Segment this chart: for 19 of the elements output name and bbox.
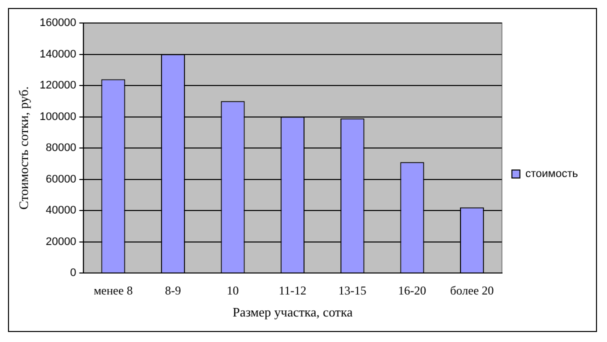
x-tick-label: менее 8 — [94, 283, 133, 298]
x-tick-label: более 20 — [450, 283, 494, 298]
y-axis-title: Стоимость сотки, руб. — [16, 86, 32, 210]
y-tick-label: 100000 — [40, 110, 76, 123]
x-axis-title: Размер участка, сотка — [232, 304, 353, 320]
legend-label: стоимость — [525, 168, 578, 180]
y-tick-label: 20000 — [46, 236, 76, 248]
y-tick-label: 40000 — [46, 204, 76, 217]
x-tick-label: 10 — [226, 283, 239, 298]
y-tick-label: 60000 — [46, 173, 76, 186]
x-tick-label: 8-9 — [165, 283, 181, 298]
x-tick-label: 11-12 — [278, 283, 306, 298]
x-tick-label: 13-15 — [338, 283, 366, 298]
y-tick-label: 160000 — [40, 17, 76, 30]
x-tick-label: 16-20 — [398, 283, 426, 298]
y-tick-label: 140000 — [40, 48, 76, 60]
y-tick-label: 120000 — [40, 80, 76, 92]
y-tick-label: 80000 — [46, 142, 76, 154]
y-tick-label: 0 — [70, 267, 76, 280]
